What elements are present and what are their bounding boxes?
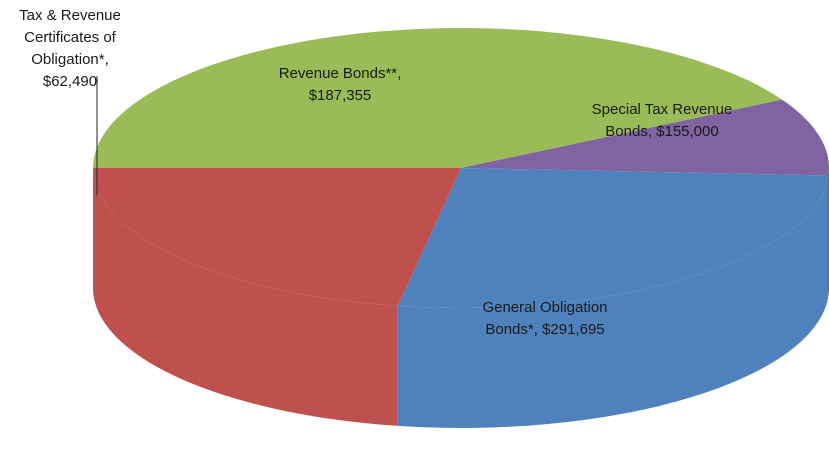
pie-side-revenue-bonds — [397, 175, 829, 428]
slice-label-tax-revenue-certificates-of-obligation: Tax & Revenue Certificates of Obligation*,… — [19, 7, 121, 90]
slice-label-general-obligation-bonds: General Obligation Bonds*, $291,695 — [482, 299, 607, 338]
pie-slice-tax-revenue-certificates-of-obligation — [461, 99, 829, 176]
slice-label-revenue-bonds: Revenue Bonds**, $187,355 — [279, 65, 402, 104]
slice-label-special-tax-revenue-bonds: Special Tax Revenue Bonds, $155,000 — [592, 101, 733, 140]
pie-slice-special-tax-revenue-bonds — [93, 168, 461, 306]
pie-slice-general-obligation-bonds — [93, 27, 783, 168]
pie-slice-revenue-bonds — [397, 168, 829, 309]
pie-side-special-tax-revenue-bonds — [93, 168, 398, 426]
